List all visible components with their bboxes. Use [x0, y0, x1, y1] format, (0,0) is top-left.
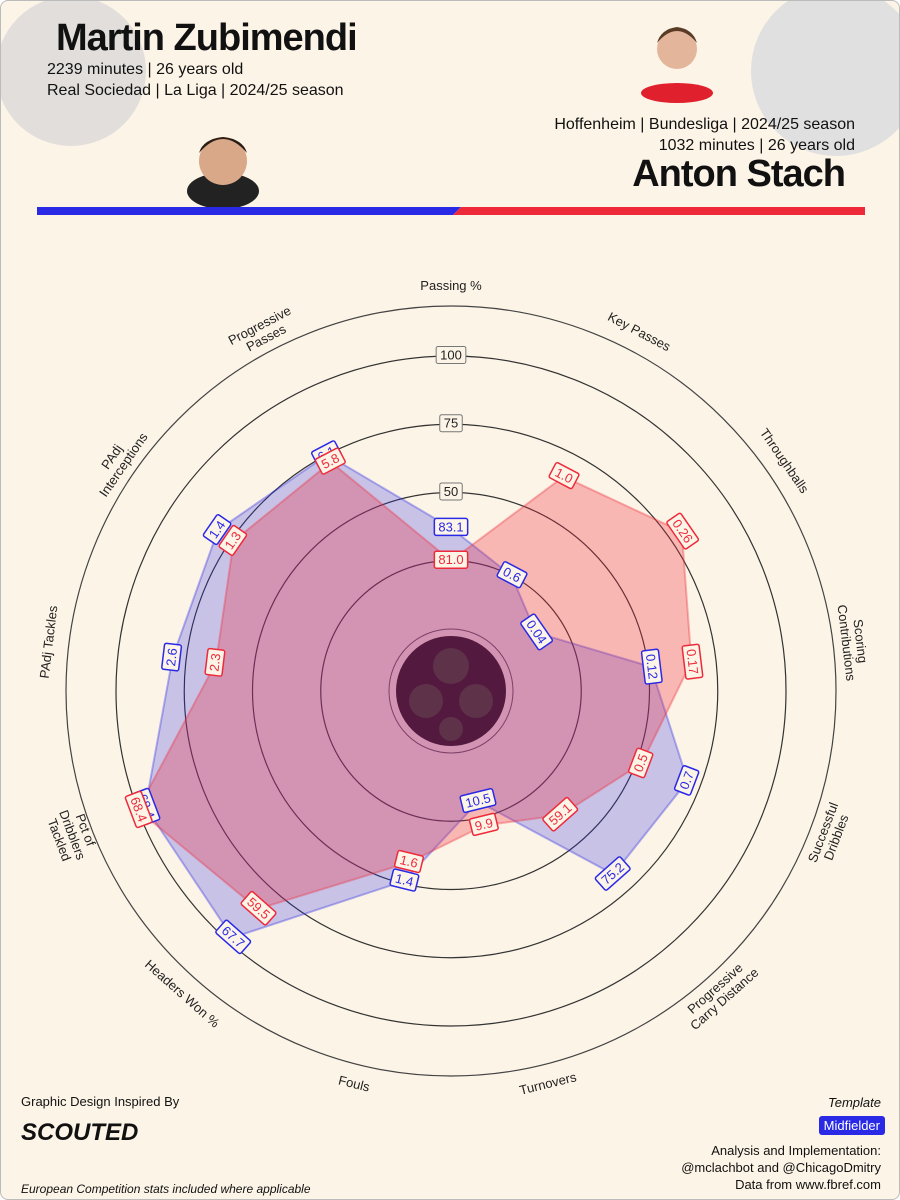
tick-box: [439, 414, 463, 433]
value-label-group: 1.4: [389, 868, 420, 892]
template-label: Template: [828, 1095, 881, 1110]
r-tick-label: 75: [444, 416, 458, 431]
value-label: 0.7: [676, 769, 696, 791]
value-box: [520, 613, 554, 651]
value-box: [240, 890, 277, 926]
ring: [388, 628, 514, 754]
value-box: [433, 517, 469, 537]
value-label-group: 83.1: [433, 517, 469, 537]
value-label: 5.8: [319, 450, 342, 472]
value-label-group: 0.6: [496, 561, 528, 589]
player1-info: 2239 minutes | 26 years old: [47, 61, 244, 78]
value-label-group: 1.4: [202, 514, 232, 546]
value-label-group: 9.9: [468, 812, 499, 837]
value-box: [202, 514, 232, 546]
r-tick-label: 100: [440, 347, 462, 362]
value-label-group: 0.7: [673, 764, 700, 796]
player1-name: Martin Zubimendi: [56, 17, 358, 59]
value-box: [496, 561, 528, 589]
value-label-group: 1.3: [218, 524, 248, 556]
tick-label-group: 50: [439, 482, 463, 501]
photo-left: [187, 137, 259, 209]
value-label-group: 10.5: [459, 787, 497, 814]
series-area: [136, 460, 693, 911]
value-label-group: 2.6: [161, 642, 183, 672]
value-box: [627, 747, 654, 779]
value-label: 10.5: [464, 790, 492, 811]
value-label: 83.1: [438, 519, 463, 534]
value-box: [459, 787, 497, 814]
value-label: 9.9: [473, 815, 494, 834]
tick-box: [439, 482, 463, 501]
crest-right: [751, 1, 899, 156]
value-box: [548, 461, 580, 490]
value-box: [666, 512, 700, 550]
bar-left: [37, 207, 461, 215]
analysis: Analysis and Implementation:: [711, 1143, 881, 1158]
value-label: 1.6: [398, 852, 419, 871]
value-label: 81.0: [438, 552, 463, 567]
player2-info: 1032 minutes | 26 years old: [658, 137, 855, 154]
value-label-group: 1.0: [548, 461, 580, 490]
value-label-group: 68.4: [124, 790, 153, 829]
value-box: [640, 648, 663, 685]
note: European Competition stats included wher…: [21, 1182, 311, 1196]
tick-box: [435, 345, 467, 364]
value-box: [542, 796, 579, 832]
r-tick-label: 50: [444, 484, 458, 499]
value-box: [218, 524, 248, 556]
category-label: Passing %: [420, 278, 482, 293]
value-label-group: 0.12: [640, 648, 663, 685]
value-label-group: 0.5: [627, 747, 654, 779]
value-label: 1.0: [553, 465, 576, 487]
value-label-group: 2.3: [204, 647, 226, 677]
value-box: [433, 550, 469, 569]
value-label: 2.3: [206, 652, 223, 672]
source: Data from www.fbref.com: [735, 1177, 881, 1192]
player1-info: Real Sociedad | La Liga | 2024/25 season: [47, 82, 344, 99]
credit: Graphic Design Inspired By: [21, 1094, 180, 1109]
value-box: [124, 790, 153, 829]
value-label: 2.6: [163, 647, 180, 667]
template: Midfielder: [818, 1116, 885, 1135]
value-box: [204, 647, 226, 677]
value-box: [389, 868, 420, 892]
value-label-group: 1.6: [393, 849, 425, 874]
value-label-group: 5.8: [314, 447, 346, 475]
tick-label-group: 75: [439, 414, 463, 433]
value-label: 0.6: [501, 564, 524, 586]
value-label-group: 67.7: [215, 919, 252, 955]
value-label-group: 0.17: [681, 643, 704, 680]
brand: SCOUTED: [21, 1119, 139, 1146]
value-box: [215, 919, 252, 955]
crest-left: [1, 1, 146, 146]
value-box: [314, 447, 346, 475]
value-label: 0.5: [630, 752, 650, 774]
value-box: [673, 764, 700, 796]
value-label-group: 81.0: [433, 550, 469, 569]
tick-label-group: 100: [435, 345, 467, 364]
player2-name: Anton Stach: [632, 153, 846, 195]
photo-right: [641, 27, 713, 103]
ball: [396, 636, 506, 746]
outer-ring: [65, 305, 837, 1077]
value-box: [594, 856, 631, 891]
value-label: 0.17: [683, 648, 701, 675]
authors: @mclachbot and @ChicagoDmitry: [681, 1160, 881, 1175]
value-box: [393, 849, 425, 874]
player2-info: Hoffenheim | Bundesliga | 2024/25 season: [554, 116, 855, 133]
value-box: [161, 642, 183, 672]
value-label: 0.12: [643, 653, 661, 680]
value-box: [468, 812, 499, 837]
value-box: [681, 643, 704, 680]
bar-right: [453, 207, 865, 215]
value-label: 1.4: [394, 871, 415, 890]
